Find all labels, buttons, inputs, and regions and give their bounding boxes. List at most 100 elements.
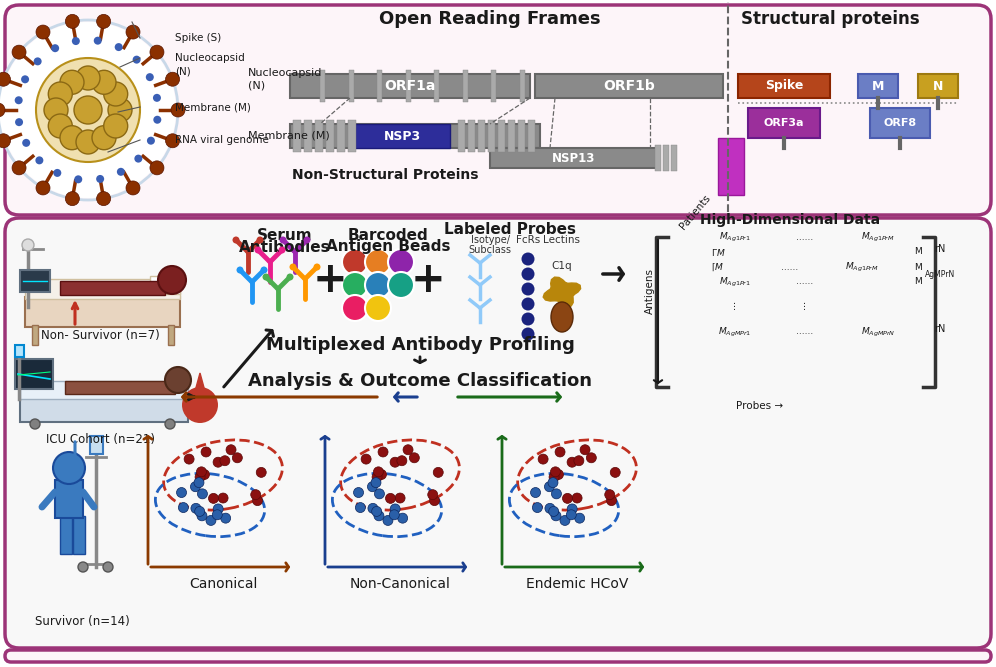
Circle shape — [560, 516, 570, 526]
Bar — [490, 148, 658, 168]
Circle shape — [567, 510, 577, 520]
Circle shape — [126, 25, 140, 39]
Circle shape — [314, 263, 321, 271]
Bar — [748, 108, 820, 138]
Circle shape — [280, 237, 287, 243]
Circle shape — [218, 493, 228, 503]
Circle shape — [368, 482, 377, 492]
Circle shape — [232, 237, 239, 243]
Text: Endemic HCoV: Endemic HCoV — [526, 577, 628, 591]
Bar — [60, 516, 72, 554]
Circle shape — [66, 15, 80, 29]
Circle shape — [75, 175, 83, 183]
Circle shape — [555, 447, 565, 457]
Circle shape — [255, 247, 262, 253]
Text: M: M — [914, 277, 922, 287]
Circle shape — [178, 502, 188, 512]
Bar — [738, 74, 830, 98]
Circle shape — [184, 454, 194, 464]
Circle shape — [201, 447, 211, 457]
Bar — [468, 120, 475, 152]
Circle shape — [48, 82, 73, 106]
Circle shape — [76, 66, 100, 90]
Circle shape — [376, 470, 386, 480]
Text: AgMPrN: AgMPrN — [925, 270, 955, 279]
Circle shape — [409, 453, 419, 463]
Text: ......: ...... — [797, 327, 814, 336]
Bar — [55, 480, 83, 518]
Circle shape — [304, 237, 311, 243]
Circle shape — [191, 504, 201, 514]
Circle shape — [208, 494, 218, 504]
Bar — [326, 120, 334, 152]
Text: ICU Cohort (n=21): ICU Cohort (n=21) — [46, 432, 154, 446]
Circle shape — [236, 267, 243, 273]
Circle shape — [147, 137, 155, 145]
Circle shape — [221, 513, 231, 523]
Circle shape — [34, 57, 42, 65]
Circle shape — [382, 516, 393, 526]
Circle shape — [549, 506, 559, 516]
Text: M: M — [914, 247, 922, 257]
Bar — [535, 74, 723, 98]
Text: Canonical: Canonical — [189, 577, 257, 591]
Circle shape — [117, 168, 124, 176]
Circle shape — [190, 482, 200, 492]
Circle shape — [66, 191, 80, 205]
Circle shape — [103, 562, 113, 572]
Bar — [458, 120, 465, 152]
Circle shape — [279, 247, 286, 253]
Bar — [150, 276, 180, 294]
Bar — [348, 120, 356, 152]
Bar — [918, 74, 958, 98]
Circle shape — [522, 327, 535, 340]
Circle shape — [522, 253, 535, 265]
Circle shape — [171, 103, 185, 117]
Circle shape — [22, 239, 34, 251]
Circle shape — [53, 452, 85, 484]
Circle shape — [365, 272, 391, 298]
Circle shape — [0, 22, 176, 198]
Text: ......: ...... — [797, 233, 814, 241]
Circle shape — [150, 45, 164, 59]
Circle shape — [342, 249, 368, 275]
Circle shape — [342, 272, 368, 298]
Circle shape — [290, 263, 297, 271]
Circle shape — [362, 454, 372, 464]
Bar — [508, 120, 515, 152]
Text: Nucleocapsid: Nucleocapsid — [248, 68, 323, 78]
Text: Isotype/: Isotype/ — [470, 235, 510, 245]
Text: Lectins: Lectins — [544, 235, 581, 245]
Bar — [377, 70, 382, 102]
Circle shape — [21, 75, 29, 83]
Circle shape — [385, 494, 395, 504]
Text: ⋮: ⋮ — [801, 303, 810, 311]
Text: Open Reading Frames: Open Reading Frames — [379, 10, 601, 28]
Circle shape — [48, 114, 73, 138]
Text: Nucleocapsid: Nucleocapsid — [175, 53, 245, 63]
Text: +: + — [313, 259, 348, 301]
Text: ORF1a: ORF1a — [384, 79, 435, 93]
Circle shape — [390, 457, 400, 467]
Circle shape — [212, 510, 222, 520]
Bar — [518, 120, 525, 152]
Circle shape — [572, 493, 582, 503]
Polygon shape — [194, 373, 206, 395]
Bar — [25, 297, 180, 327]
Circle shape — [196, 467, 206, 477]
Text: Antigens: Antigens — [645, 268, 655, 314]
Circle shape — [15, 118, 23, 126]
Circle shape — [92, 125, 116, 149]
Circle shape — [30, 419, 40, 429]
Circle shape — [390, 504, 400, 514]
Circle shape — [365, 295, 391, 321]
Circle shape — [580, 445, 590, 455]
Circle shape — [108, 98, 132, 122]
Circle shape — [605, 490, 615, 500]
Circle shape — [12, 45, 26, 59]
Circle shape — [427, 490, 437, 500]
Text: $M_{Ag1PrM}$: $M_{Ag1PrM}$ — [862, 231, 894, 243]
Circle shape — [0, 72, 10, 86]
Circle shape — [194, 478, 204, 488]
Circle shape — [60, 125, 84, 149]
